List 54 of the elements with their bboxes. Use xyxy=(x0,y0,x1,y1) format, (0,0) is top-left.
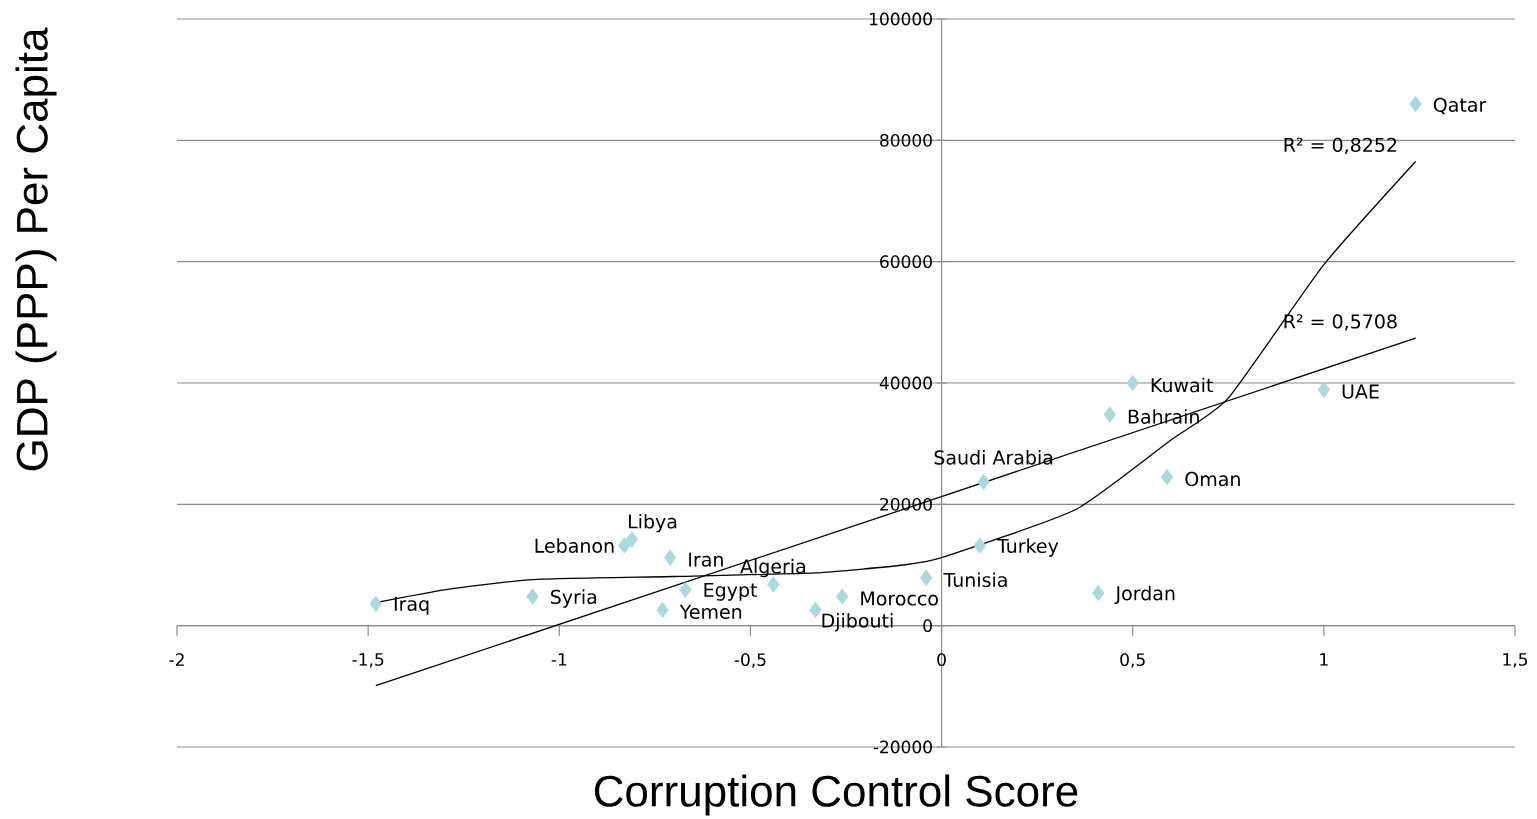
data-label: Libya xyxy=(628,513,677,533)
point xyxy=(977,473,990,491)
annotation: R² = 0,5708 xyxy=(1284,314,1397,331)
data-label: UAE xyxy=(1342,384,1379,399)
data-label: Kuwait xyxy=(1151,377,1213,393)
data-label: Iraq xyxy=(394,596,429,615)
x-tick-label: -1,5 xyxy=(352,653,384,668)
point xyxy=(1103,406,1116,423)
data-label: Jordan xyxy=(1114,585,1175,604)
point xyxy=(1160,468,1174,486)
y-tick-label: 0 xyxy=(923,619,932,633)
y-tick-label: 80000 xyxy=(880,133,932,147)
point xyxy=(920,569,933,586)
annotation: R² = 0,8252 xyxy=(1284,137,1397,155)
point xyxy=(1317,381,1331,398)
point xyxy=(663,549,677,566)
point xyxy=(1092,584,1105,602)
y-tick-label: 100000 xyxy=(870,12,932,26)
x-tick-label: -2 xyxy=(169,653,184,666)
point xyxy=(1409,95,1422,113)
y-tick-label: 60000 xyxy=(880,255,932,269)
x-tick-label: 1,5 xyxy=(1503,653,1528,668)
data-label: Egypt xyxy=(704,582,758,601)
data-label: Morocco xyxy=(861,591,938,606)
data-label: Syria xyxy=(550,589,597,608)
x-tick-label: 1 xyxy=(1320,653,1328,666)
y-tick-label: -20000 xyxy=(873,740,932,754)
point xyxy=(835,588,849,605)
x-tick-label: 0,5 xyxy=(1120,653,1145,668)
point xyxy=(618,537,631,554)
data-label: Iran xyxy=(689,552,723,567)
x-tick-label: -0,5 xyxy=(734,653,766,668)
point xyxy=(973,537,986,554)
x-tick-label: -1 xyxy=(551,653,567,666)
point xyxy=(369,595,382,613)
data-label: Tunisia xyxy=(943,572,1007,588)
point xyxy=(809,601,822,619)
y-axis-title: GDP (PPP) Per Capita xyxy=(15,27,57,471)
data-label: Saudi Arabia xyxy=(934,449,1053,465)
data-label: Lebanon xyxy=(535,538,614,553)
point xyxy=(526,588,539,605)
data-label: Djibouti xyxy=(822,613,893,632)
data-label: Turkey xyxy=(996,538,1059,557)
data-label: Algeria xyxy=(740,558,806,578)
y-tick-label: 40000 xyxy=(879,376,932,390)
data-label: Yemen xyxy=(679,604,742,619)
point xyxy=(679,581,692,599)
x-axis-title: Corruption Control Score xyxy=(594,774,1078,816)
point xyxy=(1126,374,1139,392)
point xyxy=(625,531,639,548)
x-tick-label: 0 xyxy=(937,653,946,667)
data-label: Oman xyxy=(1185,471,1240,487)
point xyxy=(656,601,669,619)
data-label: Qatar xyxy=(1433,97,1487,115)
